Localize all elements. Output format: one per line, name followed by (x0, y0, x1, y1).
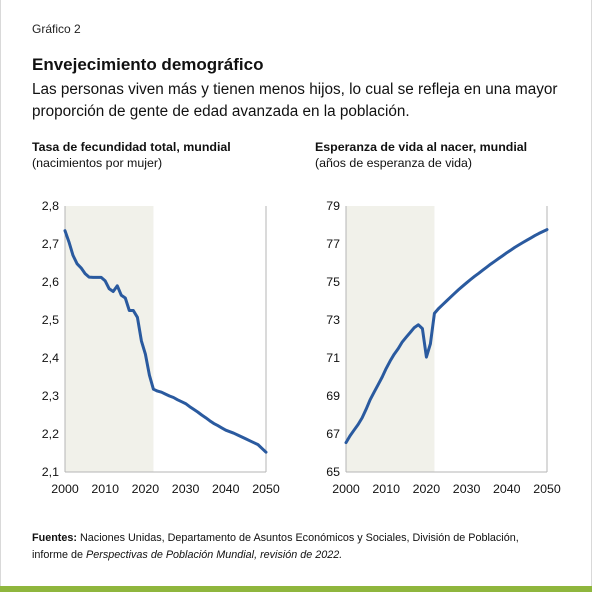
fertility-panel-title: Tasa de fecundidad total, mundial (32, 140, 231, 154)
fertility-x-tick-label: 2020 (132, 482, 160, 496)
accent-bar (0, 586, 592, 592)
source-text-1: Naciones Unidas, Departamento de Asuntos… (80, 532, 519, 544)
source-line-1: Fuentes: Naciones Unidas, Departamento d… (32, 530, 572, 547)
fertility-x-tick-label: 2030 (172, 482, 200, 496)
fertility-x-tick-label: 2050 (252, 482, 280, 496)
life-expectancy-y-tick-label: 65 (326, 465, 340, 479)
source-label: Fuentes: (32, 532, 77, 544)
source-note: Fuentes: Naciones Unidas, Departamento d… (32, 530, 572, 564)
chart-subtitle: Las personas viven más y tienen menos hi… (32, 81, 558, 120)
source-line-2: informe de Perspectivas de Población Mun… (32, 547, 572, 564)
life-expectancy-y-tick-label: 79 (326, 199, 340, 213)
fertility-x-tick-label: 2010 (91, 482, 119, 496)
life-expectancy-x-tick-label: 2000 (332, 482, 360, 496)
chart-title: Envejecimiento demográfico (32, 55, 264, 74)
fertility-y-tick-label: 2,2 (42, 427, 59, 441)
life-expectancy-x-tick-label: 2030 (453, 482, 481, 496)
fertility-historical-band (65, 206, 154, 472)
life-expectancy-x-tick-label: 2050 (533, 482, 561, 496)
source-publication: Perspectivas de Población Mundial, revis… (86, 549, 343, 561)
figure-label: Gráfico 2 (32, 22, 81, 36)
life-expectancy-y-tick-label: 69 (326, 389, 340, 403)
life-expectancy-historical-band (346, 206, 435, 472)
fertility-y-tick-label: 2,7 (42, 237, 59, 251)
life-expectancy-panel-unit: (años de esperanza de vida) (315, 156, 473, 170)
fertility-x-tick-label: 2000 (51, 482, 79, 496)
fertility-series-line (63, 229, 268, 454)
source-text-2a: informe de (32, 549, 87, 561)
life-expectancy-series-line (344, 228, 549, 445)
fertility-y-tick-label: 2,5 (42, 313, 59, 327)
fertility-y-tick-label: 2,3 (42, 389, 59, 403)
life-expectancy-x-tick-label: 2040 (493, 482, 521, 496)
life-expectancy-x-tick-label: 2020 (413, 482, 441, 496)
life-expectancy-y-tick-label: 75 (326, 275, 340, 289)
fertility-y-tick-label: 2,8 (42, 199, 59, 213)
life-expectancy-y-tick-label: 77 (326, 237, 340, 251)
life-expectancy-y-tick-label: 71 (326, 351, 340, 365)
fertility-y-tick-label: 2,4 (42, 351, 59, 365)
fertility-panel-unit: (nacimientos por mujer) (32, 156, 163, 170)
fertility-y-tick-label: 2,6 (42, 275, 59, 289)
life-expectancy-y-tick-label: 67 (326, 427, 340, 441)
fertility-y-tick-label: 2,1 (42, 465, 59, 479)
life-expectancy-panel-title: Esperanza de vida al nacer, mundial (315, 140, 528, 154)
life-expectancy-y-tick-label: 73 (326, 313, 340, 327)
fertility-x-tick-label: 2040 (212, 482, 240, 496)
life-expectancy-x-tick-label: 2010 (372, 482, 400, 496)
